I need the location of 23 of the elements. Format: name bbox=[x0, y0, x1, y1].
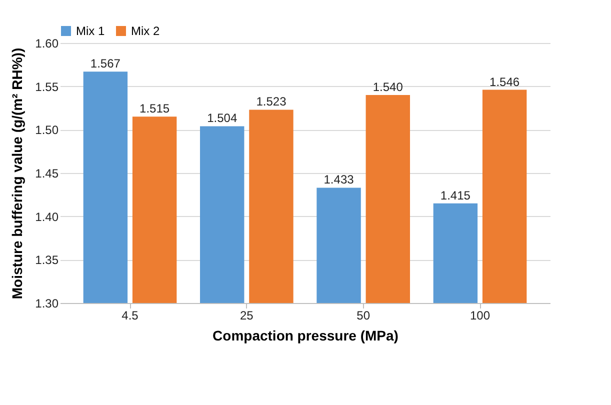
x-tick-label: 50 bbox=[356, 308, 370, 322]
y-tick-label: 1.30 bbox=[35, 296, 59, 310]
y-tick-label: 1.40 bbox=[35, 210, 59, 224]
y-tick-label: 1.55 bbox=[35, 80, 59, 94]
x-tick-label: 100 bbox=[470, 308, 490, 322]
y-tick-label: 1.35 bbox=[35, 253, 59, 268]
y-tick-label: 1.60 bbox=[35, 36, 59, 50]
data-label: 1.546 bbox=[490, 74, 520, 89]
y-tick-label: 1.45 bbox=[35, 166, 59, 180]
data-label: 1.415 bbox=[440, 188, 471, 202]
data-label: 1.504 bbox=[207, 111, 238, 126]
y-tick-label: 1.50 bbox=[35, 123, 59, 138]
x-tick-label: 4.5 bbox=[122, 308, 139, 322]
data-label: 1.523 bbox=[256, 94, 287, 109]
y-axis-title: Moisture buffering value (g/(m² RH%)) bbox=[9, 48, 26, 300]
legend-label: Mix 1 bbox=[76, 24, 105, 38]
data-label: 1.515 bbox=[140, 102, 170, 116]
x-tick-label: 25 bbox=[240, 308, 254, 322]
legend-label: Mix 2 bbox=[131, 24, 160, 38]
data-label: 1.567 bbox=[90, 56, 121, 71]
data-label: 1.433 bbox=[324, 172, 354, 187]
data-label: 1.540 bbox=[372, 80, 404, 94]
x-axis-title: Compaction pressure (MPa) bbox=[212, 328, 398, 344]
